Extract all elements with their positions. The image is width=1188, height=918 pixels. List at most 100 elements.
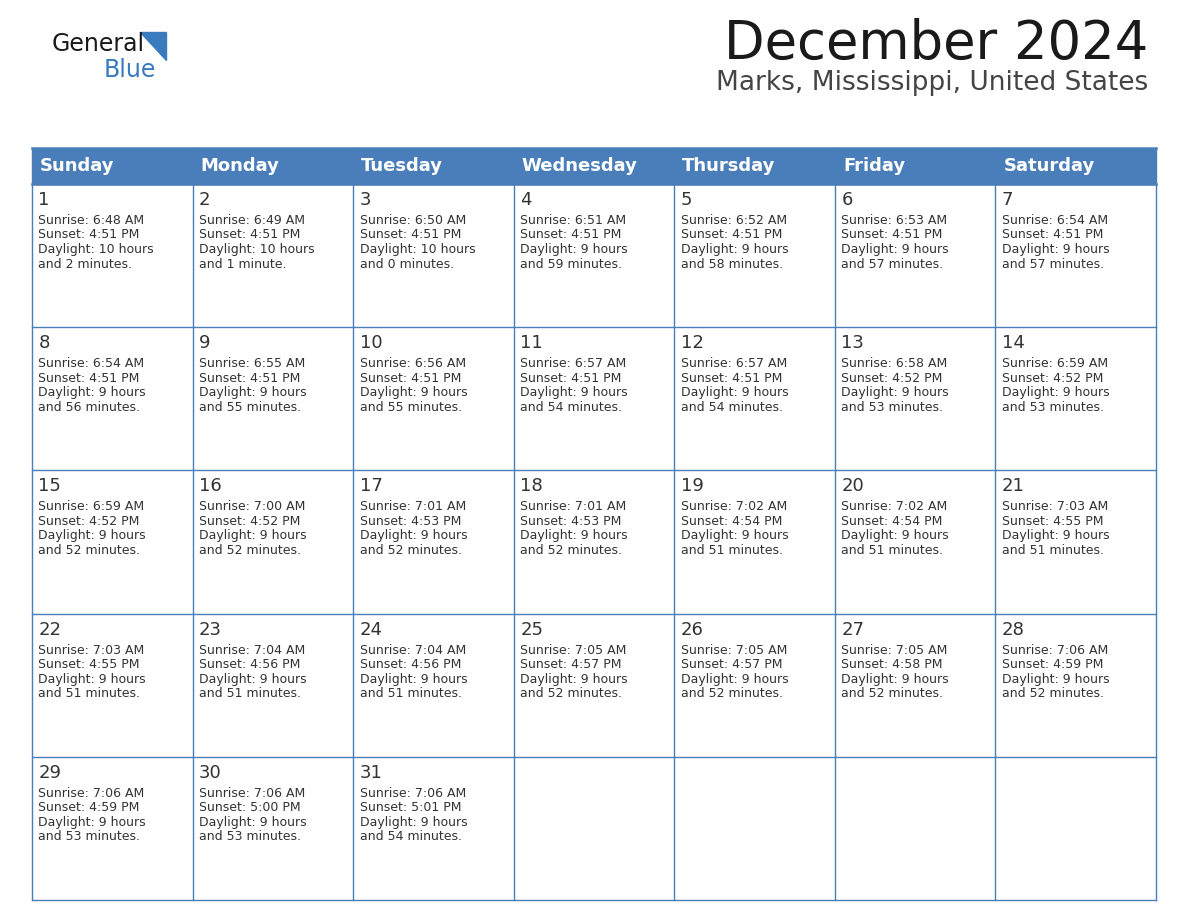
Text: Sunset: 4:52 PM: Sunset: 4:52 PM [841,372,942,385]
Text: Sunrise: 6:52 AM: Sunrise: 6:52 AM [681,214,786,227]
Text: December 2024: December 2024 [723,18,1148,70]
Text: Sunrise: 6:54 AM: Sunrise: 6:54 AM [1001,214,1108,227]
Bar [353,470,513,613]
Bar [675,148,835,184]
Text: Daylight: 9 hours: Daylight: 9 hours [38,386,146,399]
Text: Sunset: 4:51 PM: Sunset: 4:51 PM [841,229,942,241]
Text: and 52 minutes.: and 52 minutes. [520,543,623,557]
Text: Sunset: 4:58 PM: Sunset: 4:58 PM [841,658,943,671]
Text: Daylight: 9 hours: Daylight: 9 hours [841,243,949,256]
Text: 17: 17 [360,477,383,496]
Text: Sunrise: 6:59 AM: Sunrise: 6:59 AM [1001,357,1108,370]
Text: Sunrise: 7:02 AM: Sunrise: 7:02 AM [681,500,786,513]
Text: 13: 13 [841,334,864,353]
Text: Sunrise: 6:54 AM: Sunrise: 6:54 AM [38,357,145,370]
Text: Daylight: 9 hours: Daylight: 9 hours [681,386,789,399]
Text: Daylight: 10 hours: Daylight: 10 hours [200,243,315,256]
Text: Sunset: 4:56 PM: Sunset: 4:56 PM [360,658,461,671]
Text: Sunrise: 6:50 AM: Sunrise: 6:50 AM [360,214,466,227]
Bar [32,756,192,900]
Text: Sunrise: 7:04 AM: Sunrise: 7:04 AM [200,644,305,656]
Text: Sunset: 4:59 PM: Sunset: 4:59 PM [38,801,140,814]
Text: and 52 minutes.: and 52 minutes. [1001,687,1104,700]
Text: 28: 28 [1001,621,1025,639]
Text: Daylight: 9 hours: Daylight: 9 hours [360,673,467,686]
Text: and 53 minutes.: and 53 minutes. [1001,400,1104,414]
Text: 2: 2 [200,191,210,209]
Bar [835,327,996,470]
Text: and 52 minutes.: and 52 minutes. [520,687,623,700]
Text: 12: 12 [681,334,703,353]
Bar [996,184,1156,327]
Text: Sunset: 4:57 PM: Sunset: 4:57 PM [681,658,782,671]
Bar [996,756,1156,900]
Text: 27: 27 [841,621,865,639]
Text: Sunset: 4:51 PM: Sunset: 4:51 PM [200,229,301,241]
Text: Sunrise: 7:02 AM: Sunrise: 7:02 AM [841,500,948,513]
Text: Sunset: 4:53 PM: Sunset: 4:53 PM [520,515,621,528]
Bar [192,184,353,327]
Text: 10: 10 [360,334,383,353]
Text: Sunrise: 7:01 AM: Sunrise: 7:01 AM [360,500,466,513]
Text: and 51 minutes.: and 51 minutes. [681,543,783,557]
Bar [32,327,192,470]
Text: Marks, Mississippi, United States: Marks, Mississippi, United States [715,70,1148,96]
Text: Daylight: 9 hours: Daylight: 9 hours [520,673,627,686]
Bar [353,148,513,184]
Text: Sunrise: 6:57 AM: Sunrise: 6:57 AM [681,357,786,370]
Text: Sunrise: 7:05 AM: Sunrise: 7:05 AM [681,644,788,656]
Text: and 57 minutes.: and 57 minutes. [1001,258,1104,271]
Text: Sunrise: 7:00 AM: Sunrise: 7:00 AM [200,500,305,513]
Text: 11: 11 [520,334,543,353]
Text: Sunset: 4:51 PM: Sunset: 4:51 PM [681,372,782,385]
Bar [192,613,353,756]
Bar [513,613,675,756]
Bar [675,470,835,613]
Text: and 52 minutes.: and 52 minutes. [200,543,301,557]
Text: Sunset: 4:51 PM: Sunset: 4:51 PM [360,372,461,385]
Bar [835,756,996,900]
Text: Sunset: 4:53 PM: Sunset: 4:53 PM [360,515,461,528]
Text: Sunset: 4:55 PM: Sunset: 4:55 PM [1001,515,1104,528]
Text: Sunset: 4:51 PM: Sunset: 4:51 PM [1001,229,1104,241]
Bar [835,613,996,756]
Text: Blue: Blue [105,58,157,82]
Text: 3: 3 [360,191,371,209]
Bar [353,756,513,900]
Text: and 51 minutes.: and 51 minutes. [1001,543,1104,557]
Text: and 53 minutes.: and 53 minutes. [841,400,943,414]
Text: Sunset: 4:51 PM: Sunset: 4:51 PM [681,229,782,241]
Text: Daylight: 9 hours: Daylight: 9 hours [841,386,949,399]
Text: Sunset: 4:52 PM: Sunset: 4:52 PM [1001,372,1104,385]
Text: and 56 minutes.: and 56 minutes. [38,400,140,414]
Text: Sunrise: 6:59 AM: Sunrise: 6:59 AM [38,500,145,513]
Text: Sunrise: 7:05 AM: Sunrise: 7:05 AM [841,644,948,656]
Bar [996,327,1156,470]
Text: and 54 minutes.: and 54 minutes. [360,830,462,844]
Text: Daylight: 9 hours: Daylight: 9 hours [520,530,627,543]
Text: Daylight: 9 hours: Daylight: 9 hours [200,386,307,399]
Text: Sunrise: 6:48 AM: Sunrise: 6:48 AM [38,214,145,227]
Text: Daylight: 9 hours: Daylight: 9 hours [841,530,949,543]
Text: and 52 minutes.: and 52 minutes. [38,543,140,557]
Text: 1: 1 [38,191,50,209]
Bar [513,327,675,470]
Text: Sunrise: 6:57 AM: Sunrise: 6:57 AM [520,357,626,370]
Text: and 2 minutes.: and 2 minutes. [38,258,132,271]
Text: Daylight: 9 hours: Daylight: 9 hours [681,673,789,686]
Text: and 57 minutes.: and 57 minutes. [841,258,943,271]
Text: Sunset: 5:01 PM: Sunset: 5:01 PM [360,801,461,814]
Bar [835,184,996,327]
Text: Sunset: 4:52 PM: Sunset: 4:52 PM [200,515,301,528]
Text: 26: 26 [681,621,703,639]
Text: Sunset: 4:52 PM: Sunset: 4:52 PM [38,515,140,528]
Text: Daylight: 9 hours: Daylight: 9 hours [200,816,307,829]
Text: and 55 minutes.: and 55 minutes. [200,400,301,414]
Text: 9: 9 [200,334,210,353]
Bar [192,470,353,613]
Text: Sunset: 4:54 PM: Sunset: 4:54 PM [841,515,942,528]
Text: Daylight: 10 hours: Daylight: 10 hours [38,243,154,256]
Text: and 53 minutes.: and 53 minutes. [200,830,301,844]
Text: 6: 6 [841,191,853,209]
Text: Sunset: 4:56 PM: Sunset: 4:56 PM [200,658,301,671]
